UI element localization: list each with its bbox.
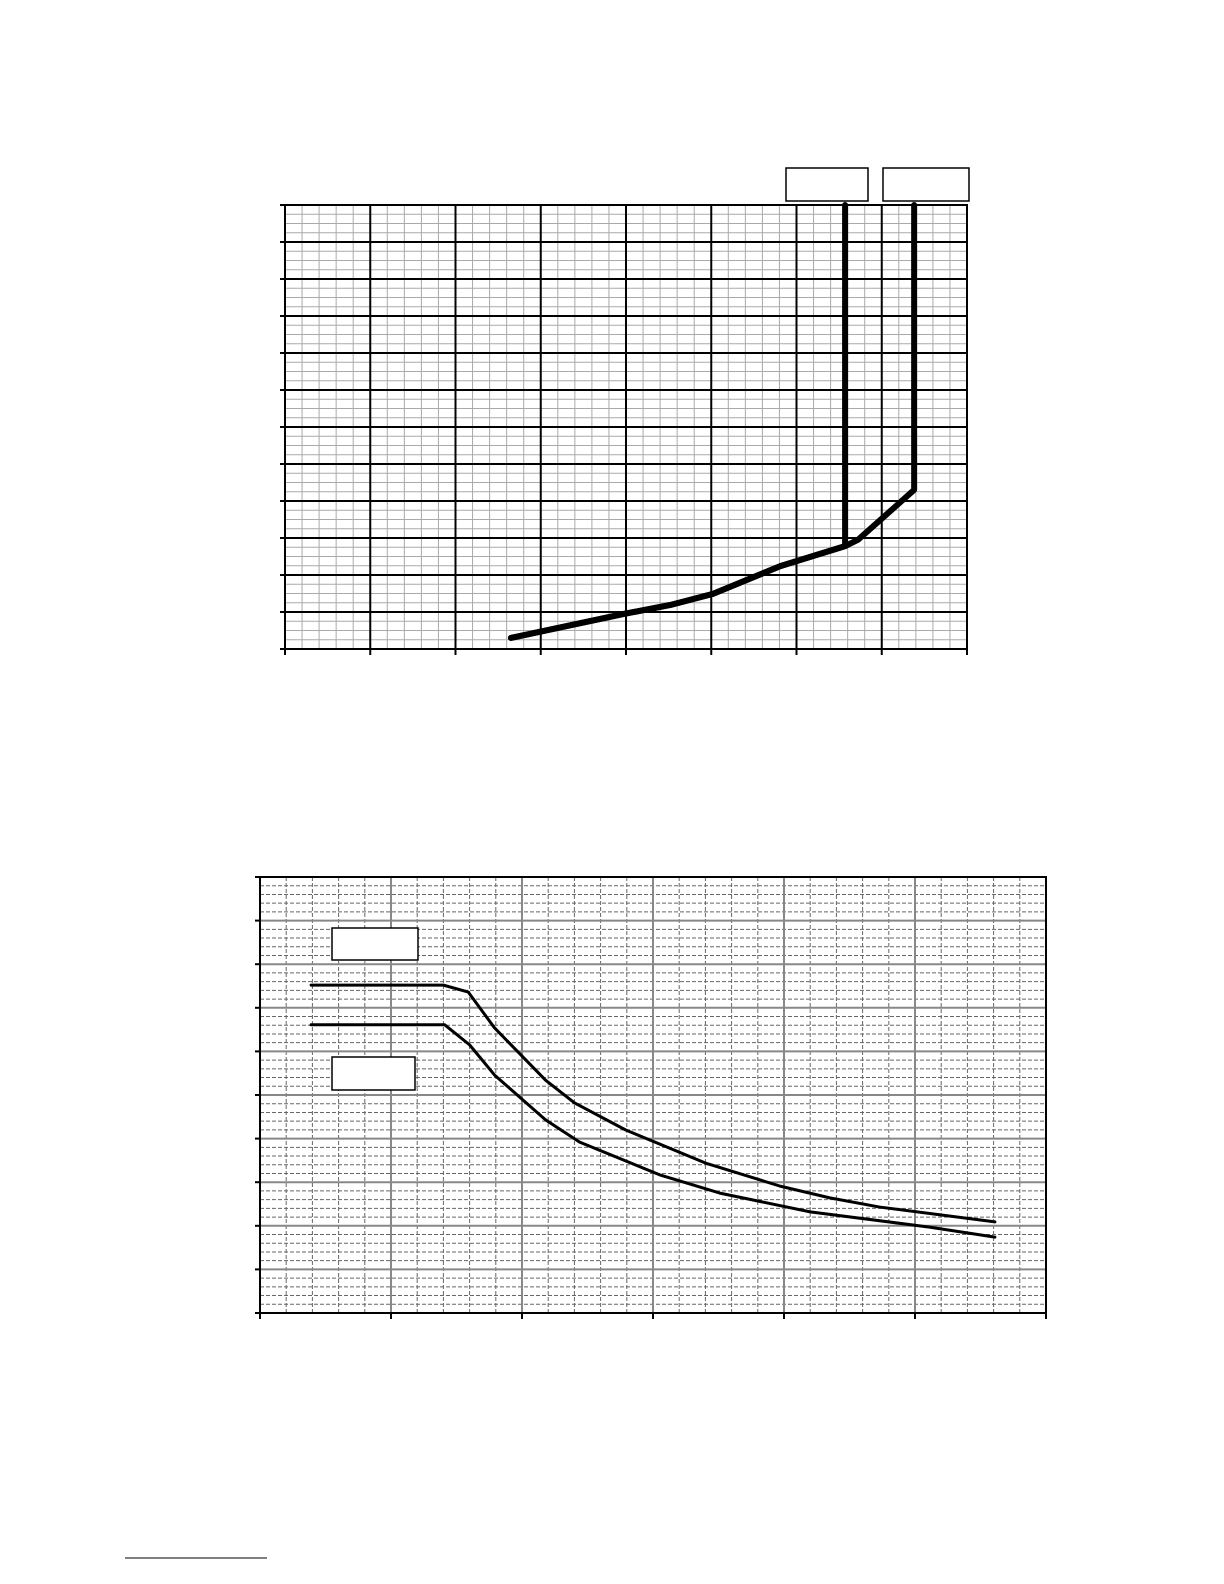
- line-series: [309, 1023, 997, 1239]
- plots: [255, 202, 1047, 1319]
- legend-box: [331, 1056, 416, 1091]
- legend-box: [331, 927, 419, 961]
- line-series: [507, 202, 918, 641]
- legend-box: [785, 167, 869, 202]
- legend-box: [882, 167, 970, 202]
- plot-frame: [259, 876, 1047, 1314]
- line-series: [309, 983, 997, 1224]
- plot-frame: [284, 204, 968, 650]
